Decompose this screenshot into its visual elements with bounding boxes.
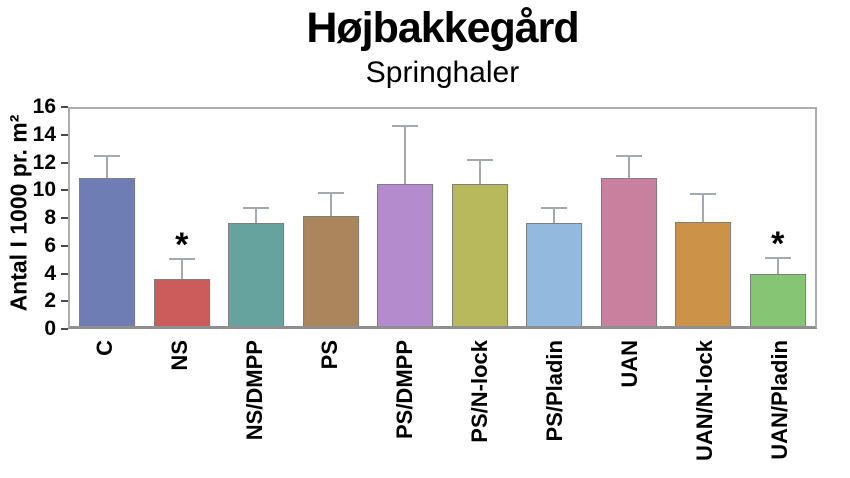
x-axis-label: UAN/Pladin xyxy=(766,340,792,460)
bar xyxy=(302,216,359,326)
bar-group xyxy=(294,109,369,326)
bars-container: * * xyxy=(70,109,815,326)
error-bar-cap xyxy=(466,159,493,162)
chart-title: Højbakkegård xyxy=(306,4,579,52)
error-bar xyxy=(702,193,705,222)
bar xyxy=(377,183,434,326)
bar-group xyxy=(443,109,518,326)
x-axis-label: UAN/N-lock xyxy=(691,340,717,462)
y-tick-label: 6 xyxy=(44,233,56,257)
bar xyxy=(675,221,732,326)
plot-area: * * xyxy=(68,107,817,329)
x-label-cell: C xyxy=(68,335,143,477)
error-bar xyxy=(478,159,481,184)
error-bar xyxy=(404,125,407,184)
bar xyxy=(749,274,806,326)
x-label-cell: PS xyxy=(293,335,368,477)
bar-group xyxy=(368,109,443,326)
error-bar-cap xyxy=(243,206,270,209)
bar-group xyxy=(517,109,592,326)
y-tick-label: 4 xyxy=(44,261,56,285)
x-axis-label: NS/DMPP xyxy=(242,340,268,441)
x-axis-label: PS xyxy=(317,340,343,370)
x-axis-label: C xyxy=(92,340,118,356)
error-bar xyxy=(106,155,109,179)
x-label-cell: NS/DMPP xyxy=(218,335,293,477)
x-label-cell: UAN xyxy=(592,335,667,477)
x-axis-label: NS xyxy=(167,340,193,371)
error-bar xyxy=(180,258,183,279)
x-label-cell: NS xyxy=(143,335,218,477)
significance-marker: * xyxy=(175,226,189,265)
chart-header: Højbakkegård Springhaler xyxy=(68,0,817,90)
bar-group xyxy=(592,109,667,326)
y-tick-label: 2 xyxy=(44,289,56,313)
error-bar-cap xyxy=(94,155,121,158)
bar-group xyxy=(219,109,294,326)
bar xyxy=(526,222,583,326)
y-tick-label: 12 xyxy=(32,150,56,174)
x-label-cell: PS/Pladin xyxy=(517,335,592,477)
x-axis-label: PS/N-lock xyxy=(466,340,492,443)
x-label-cell: UAN/Pladin xyxy=(742,335,817,477)
error-bar xyxy=(553,206,556,223)
error-bar-cap xyxy=(392,125,419,128)
y-tick-mark xyxy=(61,161,68,164)
bar-group xyxy=(70,109,145,326)
error-bar-cap xyxy=(764,256,791,259)
x-axis-label: PS/DMPP xyxy=(392,340,418,440)
y-tick-mark xyxy=(61,217,68,219)
bar-group xyxy=(666,109,741,326)
y-tick-label: 8 xyxy=(44,206,56,229)
bar-group: * xyxy=(741,109,816,326)
error-bar-cap xyxy=(690,193,717,196)
error-bar xyxy=(255,206,258,223)
error-bar-cap xyxy=(615,155,642,158)
y-tick-mark xyxy=(61,133,68,136)
y-tick-mark xyxy=(61,272,68,275)
error-bar-cap xyxy=(168,258,195,261)
x-axis-label: UAN xyxy=(616,340,642,388)
y-tick-mark xyxy=(61,106,68,108)
error-bar-cap xyxy=(541,206,568,209)
error-bar xyxy=(627,155,630,179)
y-tick-label: 0 xyxy=(44,317,56,340)
bar xyxy=(153,278,210,326)
y-tick-mark xyxy=(61,189,68,192)
y-tick-label: 10 xyxy=(32,178,56,202)
error-bar-cap xyxy=(317,191,344,194)
bar-group: * xyxy=(145,109,220,326)
chart-subtitle: Springhaler xyxy=(365,56,520,89)
bar xyxy=(228,222,285,326)
x-label-cell: PS/DMPP xyxy=(368,335,443,477)
bar xyxy=(600,178,657,326)
x-axis-label: PS/Pladin xyxy=(541,340,567,442)
x-label-cell: PS/N-lock xyxy=(443,335,518,477)
x-label-cell: UAN/N-lock xyxy=(667,335,742,477)
y-tick-mark xyxy=(61,244,68,247)
bar xyxy=(451,183,508,326)
y-tick-mark xyxy=(61,300,68,303)
x-axis-labels: C NS NS/DMPP PS PS/DMPP PS/N-lock PS/Pladin UAN… xyxy=(68,335,817,477)
error-bar xyxy=(329,191,332,217)
error-bar xyxy=(776,256,779,275)
bar xyxy=(79,178,136,326)
y-tick-label: 14 xyxy=(32,122,56,146)
y-tick-label: 16 xyxy=(32,95,56,118)
significance-marker: * xyxy=(771,224,785,263)
y-tick-mark xyxy=(61,328,68,330)
